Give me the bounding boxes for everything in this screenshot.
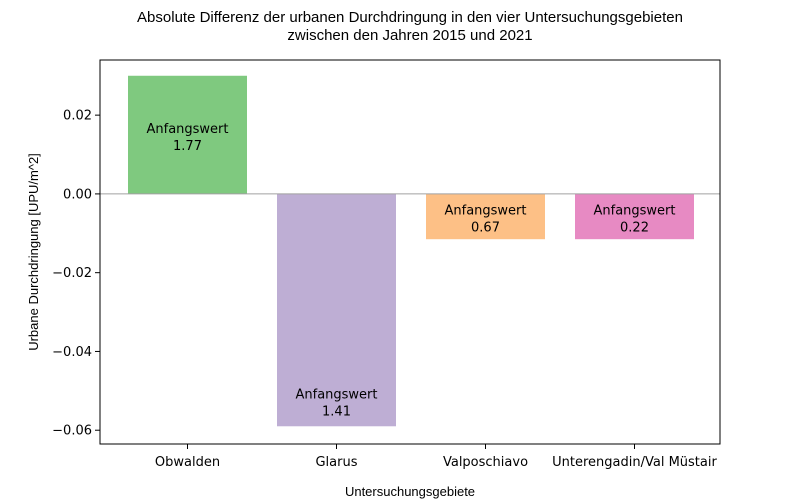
bar-label-title-0: Anfangswert [146,122,228,137]
x-tick-label-1: Glarus [315,455,357,470]
x-tick-label-2: Valposchiavo [443,455,528,470]
bar-label-value-3: 0.22 [620,221,649,236]
bar-label-value-0: 1.77 [173,139,202,154]
y-tick-label-4: −0.06 [52,424,92,439]
bar-label-title-1: Anfangswert [295,387,377,402]
bar-0 [128,75,247,194]
bar-label-value-1: 1.41 [322,404,351,419]
x-tick-label-0: Obwalden [155,455,220,470]
chart-title-line1: Absolute Differenz der urbanen Durchdrin… [137,9,683,26]
x-tick-label-3: Unterengadin/Val Müstair [552,455,717,470]
bar-2 [426,193,545,240]
plot-frame [99,59,721,445]
bar-1 [277,193,396,427]
x-axis-label: Untersuchungsgebiete [345,484,475,499]
bar-label-title-3: Anfangswert [593,204,675,219]
y-axis-label: Urbane Durchdringung [UPU/m^2] [26,153,41,351]
y-tick-label-0: 0.02 [63,109,92,124]
y-tick-label-3: −0.04 [52,345,92,360]
plot-area: Anfangswert 1.77 Anfangswert 1.41 Anfangswer… [52,75,720,470]
bar-3 [575,193,694,240]
chart-title-line2: zwischen den Jahren 2015 und 2021 [287,27,532,44]
bar-label-value-2: 0.67 [471,221,500,236]
y-tick-label-1: 0.00 [63,187,92,202]
y-tick-label-2: −0.02 [52,266,92,281]
bar-label-title-2: Anfangswert [444,204,526,219]
